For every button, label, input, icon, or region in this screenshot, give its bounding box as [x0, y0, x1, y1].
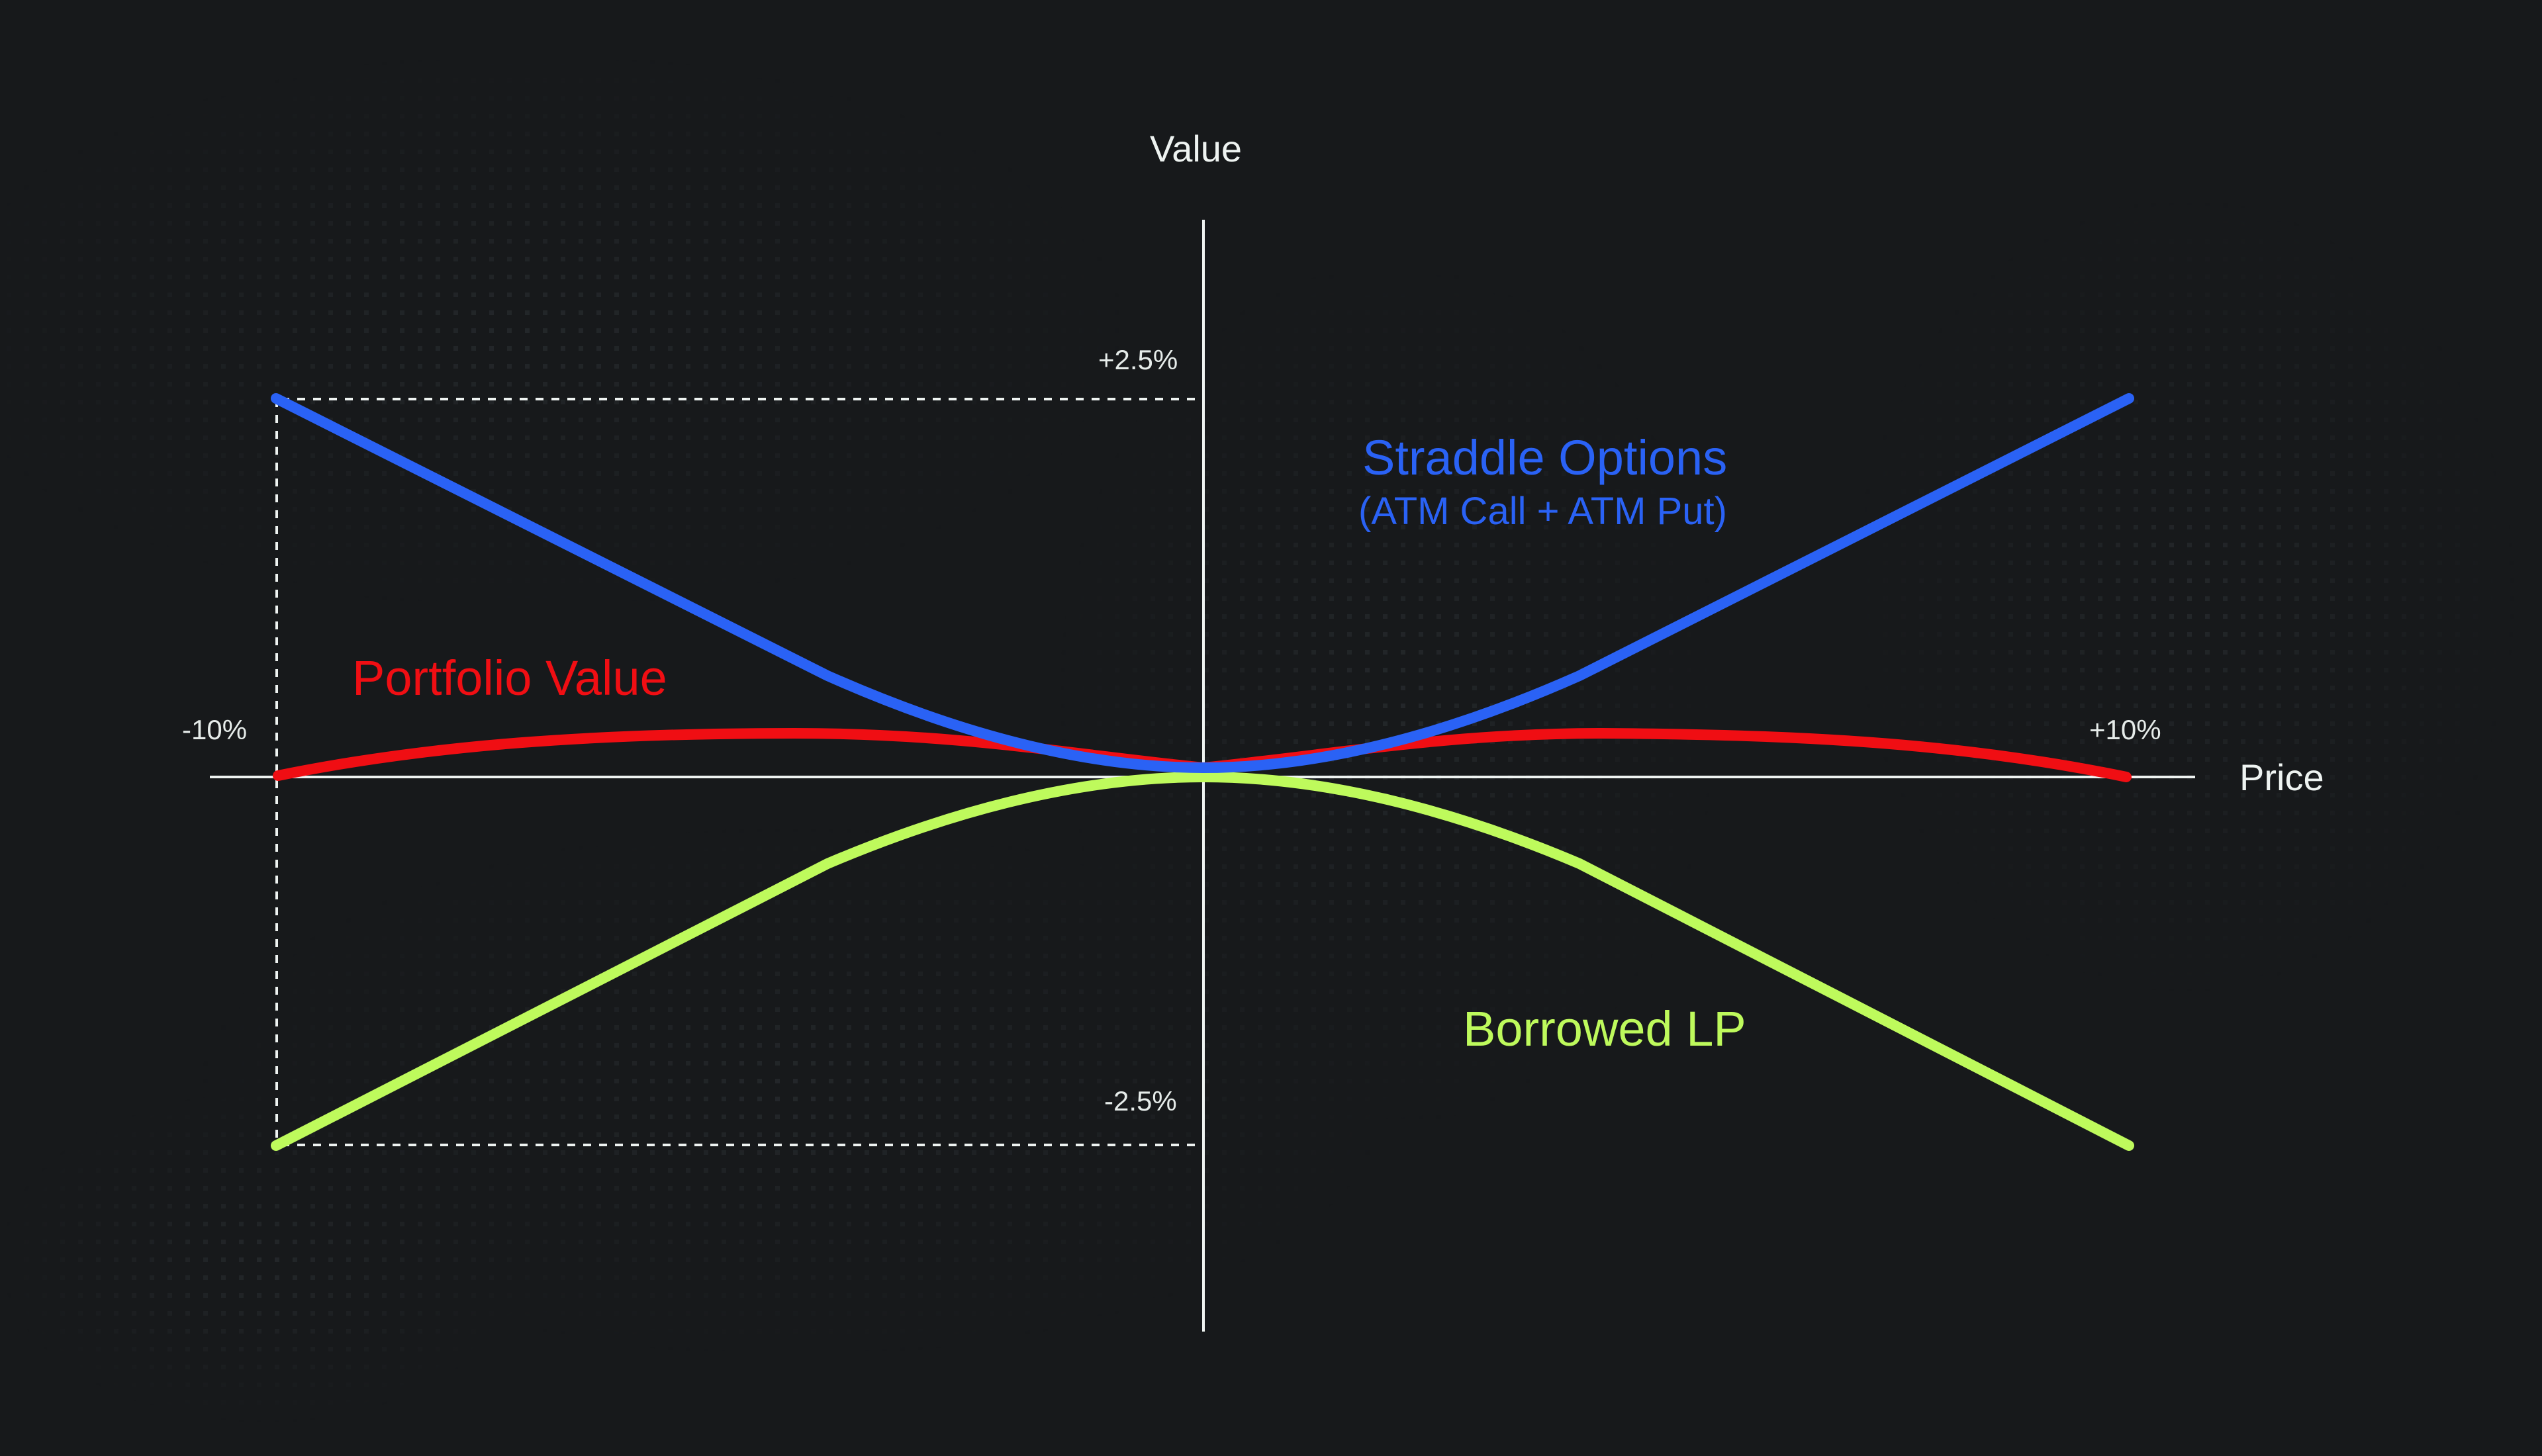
series-straddle-options [271, 393, 2134, 773]
label-straddle-subtitle: (ATM Call + ATM Put) [1358, 490, 1727, 533]
x-tick-right: +10% [2089, 714, 2161, 745]
series-borrowed-lp [271, 772, 2134, 1151]
label-portfolio-value: Portfolio Value [352, 651, 667, 705]
x-axis-title: Price [2239, 756, 2324, 798]
label-straddle-options: Straddle Options [1362, 430, 1728, 485]
y-tick-top: +2.5% [1098, 344, 1178, 375]
y-tick-bottom: -2.5% [1104, 1085, 1177, 1116]
x-tick-left: -10% [182, 714, 248, 745]
y-axis-title: Value [1150, 128, 1243, 169]
label-borrowed-lp: Borrowed LP [1463, 1001, 1746, 1056]
